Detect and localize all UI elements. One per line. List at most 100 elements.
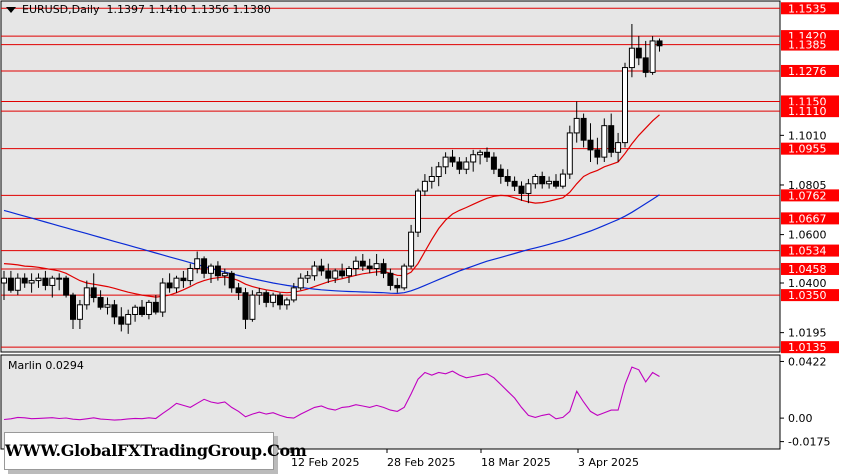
price-tick-label: 1.0805 <box>788 179 827 192</box>
candle-body <box>587 139 594 151</box>
candle-body <box>497 168 504 177</box>
collapse-triangle-icon[interactable] <box>6 7 16 13</box>
candle-body <box>594 149 601 158</box>
candle-body <box>394 284 401 289</box>
candle-body <box>601 125 608 158</box>
price-tick-label: 1.1010 <box>788 129 827 142</box>
level-label: 1.0955 <box>788 143 827 156</box>
candle-body <box>566 132 573 175</box>
level-label: 1.0458 <box>788 263 827 276</box>
level-label: 1.1110 <box>788 105 827 118</box>
candle-body <box>42 277 49 286</box>
candle-body <box>76 304 83 320</box>
candle-body <box>525 183 532 194</box>
candle-body <box>622 67 628 144</box>
candle-body <box>21 277 28 284</box>
candle-body <box>366 265 373 269</box>
candle-body <box>290 287 297 301</box>
candle-body <box>28 280 35 284</box>
candle-body <box>449 156 456 163</box>
level-label-bg <box>781 2 839 15</box>
candle-body <box>477 151 484 156</box>
level-label-bg <box>781 30 839 43</box>
level-label-bg <box>781 105 839 118</box>
candle-body <box>615 142 622 153</box>
candle-body <box>539 176 546 185</box>
price-tick-label: 1.0400 <box>788 277 827 290</box>
candle-body <box>228 272 235 289</box>
candle-body <box>325 270 332 279</box>
candle-body <box>387 272 394 286</box>
watermark-logo: WWW.GlobalFXTradingGroup.Com <box>4 432 307 470</box>
candle-body <box>70 294 76 320</box>
candle-body <box>318 265 325 272</box>
candle-body <box>484 151 490 158</box>
candle-body <box>159 282 166 313</box>
level-label: 1.0135 <box>788 341 827 354</box>
level-label-bg <box>781 142 839 155</box>
candle-body <box>125 313 132 325</box>
ohlc-values: 1.1397 1.1410 1.1356 1.1380 <box>106 3 271 16</box>
level-label: 1.0534 <box>788 245 827 258</box>
candle-body <box>194 258 201 269</box>
slow-ma-line <box>3 194 660 295</box>
candle-body <box>642 57 649 73</box>
candle-body <box>553 180 559 187</box>
candle-body <box>346 267 352 277</box>
level-label-bg <box>781 289 839 302</box>
candle-body <box>608 125 615 153</box>
oscillator-line <box>3 366 660 421</box>
candle-body <box>14 277 21 291</box>
candle-body <box>380 263 387 274</box>
chart-header: EURUSD,Daily 1.1397 1.1410 1.1356 1.1380 <box>6 3 271 16</box>
candle-body <box>428 176 435 182</box>
level-label-bg <box>781 244 839 257</box>
candle-body <box>649 40 656 73</box>
candle-body <box>463 161 470 170</box>
candle-body <box>339 270 346 277</box>
symbol-label: EURUSD,Daily <box>22 3 100 16</box>
candle-body <box>546 180 553 185</box>
candle-body <box>83 287 90 306</box>
candle-body <box>635 47 642 59</box>
candle-body <box>111 304 118 318</box>
indicator-tick-label: 0.0422 <box>788 355 827 368</box>
candle-body <box>35 277 42 282</box>
candle-body <box>442 156 449 168</box>
candle-body <box>373 263 380 269</box>
candle-body <box>132 306 139 315</box>
candle-body <box>256 292 263 296</box>
candle-body <box>49 277 56 286</box>
candle-body <box>559 173 566 187</box>
candle-body <box>173 277 180 289</box>
price-tick-label: 1.0195 <box>788 327 827 340</box>
level-label-bg <box>781 212 839 225</box>
candle-body <box>490 156 497 170</box>
candle-body <box>297 277 304 289</box>
candle-body <box>90 287 97 299</box>
candle-body <box>235 287 242 294</box>
candle-body <box>518 185 525 194</box>
level-label-bg <box>781 64 839 77</box>
candle-body <box>656 40 663 47</box>
level-label: 1.0350 <box>788 289 827 302</box>
level-label: 1.0762 <box>788 189 827 202</box>
candle-body <box>628 47 635 69</box>
candle-body <box>456 161 463 170</box>
date-tick-label: 28 Feb 2025 <box>387 456 455 469</box>
level-label: 1.1276 <box>788 65 827 78</box>
candle-body <box>118 316 125 325</box>
level-label-bg <box>781 262 839 275</box>
indicator-tick-label: 0.00 <box>788 412 813 425</box>
candle-body <box>63 277 70 296</box>
level-label: 1.0667 <box>788 212 827 225</box>
candle-body <box>359 260 366 267</box>
price-tick-label: 1.0600 <box>788 229 827 242</box>
candle-body <box>208 265 214 274</box>
price-panel <box>0 0 781 353</box>
candle-body <box>249 294 256 320</box>
candle-body <box>283 299 290 306</box>
candle-body <box>504 176 511 182</box>
candle-body <box>435 166 442 178</box>
